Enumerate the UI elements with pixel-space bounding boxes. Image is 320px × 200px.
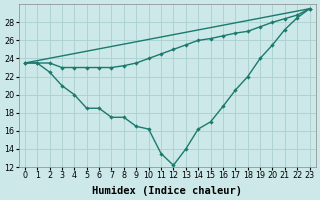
X-axis label: Humidex (Indice chaleur): Humidex (Indice chaleur) [92, 186, 242, 196]
